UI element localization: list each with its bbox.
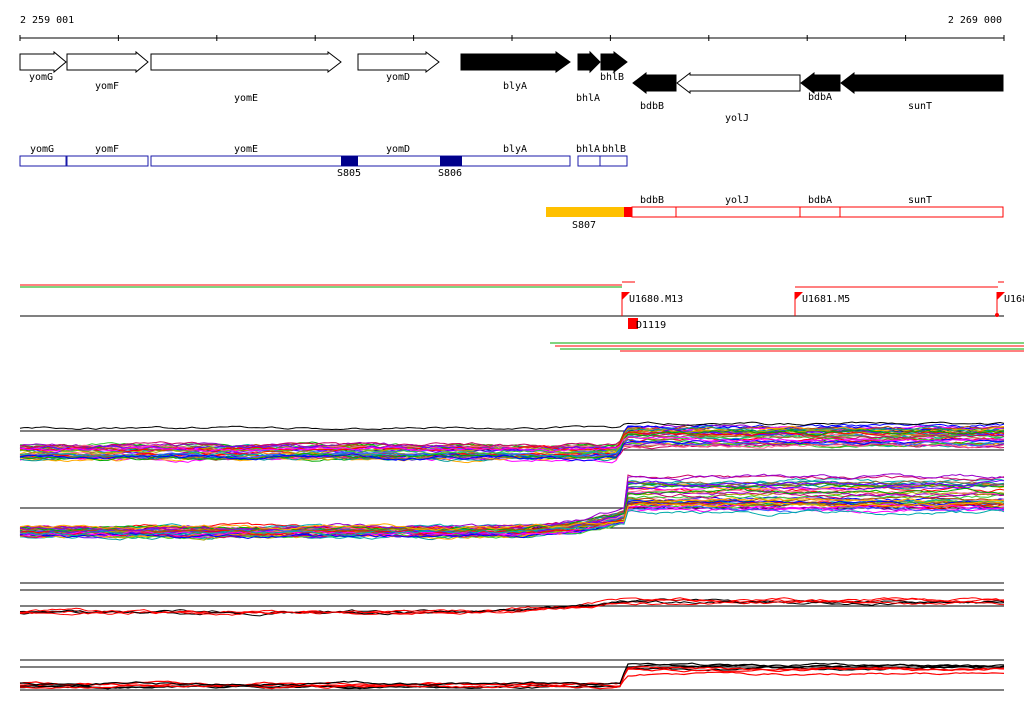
expression-profile-line xyxy=(19,438,1005,460)
ruler-start-coordinate: 2 259 001 xyxy=(20,15,74,26)
red-label-bdbB: bdbB xyxy=(640,195,664,206)
gene-label-bhlA: bhlA xyxy=(576,93,600,104)
gene-label-yomE: yomE xyxy=(234,93,258,104)
red-box-outline[interactable] xyxy=(631,206,1004,218)
expression-profile-line xyxy=(19,502,1005,537)
gene-arrow-sunT[interactable]: sunT xyxy=(840,71,1004,112)
gene-arrow-blyA[interactable]: blyA xyxy=(460,51,571,92)
expression-profile-line xyxy=(19,663,1005,690)
gene-arrow-yomF[interactable]: yomF xyxy=(66,50,149,92)
blue-label-bhlA: bhlA xyxy=(576,144,600,155)
marker-S807[interactable]: S807 xyxy=(546,207,632,231)
gene-arrow-yomD[interactable]: yomD xyxy=(357,50,440,83)
expression-profile-line xyxy=(19,421,1005,431)
expression-profile-line xyxy=(19,509,1005,537)
red-label-bdbA: bdbA xyxy=(808,195,832,206)
marker-D1119[interactable]: D1119 xyxy=(628,318,666,331)
expression-profile-track-1 xyxy=(19,421,1005,464)
gene-label-yomG: yomG xyxy=(29,72,53,83)
flag-U168[interactable]: U168 xyxy=(995,292,1024,317)
expression-profile-line xyxy=(19,438,1004,462)
gene-label-yomF: yomF xyxy=(95,81,119,92)
blue-label-yomF: yomF xyxy=(95,144,119,155)
gene-arrow-yomG[interactable]: yomG xyxy=(19,50,67,83)
expression-profile-line xyxy=(19,425,1005,464)
red-gene-track: S807 bdbB yolJ bdbA sunT xyxy=(546,195,1004,231)
gene-label-sunT: sunT xyxy=(908,101,932,112)
expression-profile-line xyxy=(19,501,1005,531)
red-label-yolJ: yolJ xyxy=(725,195,749,206)
blue-gene-track: yomG yomF yomE yomD blyA bhlA bhlB S805 … xyxy=(19,144,628,179)
expression-profile-line xyxy=(20,479,1005,536)
gene-label-bdbB: bdbB xyxy=(640,101,664,112)
flag-label-U1680-M13: U1680.M13 xyxy=(629,294,683,305)
expression-profile-line xyxy=(19,665,1005,690)
marker-S805[interactable]: S805 xyxy=(337,156,361,179)
gene-arrow-yolJ[interactable]: yolJ xyxy=(676,71,801,124)
blue-label-blyA: blyA xyxy=(503,144,527,155)
flag-U1680-M13[interactable]: U1680.M13 xyxy=(621,292,683,316)
expression-profile-line xyxy=(19,487,1005,532)
expression-profile-line xyxy=(19,600,1005,617)
expression-profile-line xyxy=(19,432,1005,449)
expression-profile-line xyxy=(19,671,1005,688)
expression-profile-line xyxy=(19,436,1005,453)
expression-profile-line xyxy=(19,600,1005,616)
ruler-ticks xyxy=(19,35,1005,41)
marker-S806[interactable]: S806 xyxy=(438,156,462,179)
gene-arrow-track: yomG yomF yomE yomD blyA bhlA bhlB bdbB xyxy=(19,50,1004,124)
marker-label-D1119: D1119 xyxy=(636,320,666,331)
gene-label-blyA: blyA xyxy=(503,81,527,92)
gene-arrow-bhlB[interactable]: bhlB xyxy=(600,50,628,83)
blue-box-yomE-to-blyA[interactable]: yomE yomD blyA xyxy=(150,144,571,167)
blue-box-yomF[interactable]: yomF xyxy=(66,144,149,167)
expression-profile-line xyxy=(19,473,1005,532)
flag-label-U168: U168 xyxy=(1004,294,1024,305)
gene-label-bhlB: bhlB xyxy=(600,72,624,83)
gene-arrow-bhlA[interactable]: bhlA xyxy=(576,50,601,104)
blue-label-bhlB: bhlB xyxy=(602,144,626,155)
expression-profile-line xyxy=(19,662,1005,687)
coordinate-ruler: 2 259 001 2 269 000 xyxy=(19,15,1005,41)
blue-label-yomD: yomD xyxy=(386,144,410,155)
blue-label-yomE: yomE xyxy=(234,144,258,155)
flag-label-U1681-M5: U1681.M5 xyxy=(802,294,850,305)
marker-label-S805: S805 xyxy=(337,168,361,179)
expression-profile-track-4 xyxy=(19,659,1005,691)
gene-label-yomD: yomD xyxy=(386,72,410,83)
blue-label-yomG: yomG xyxy=(30,144,54,155)
marker-label-S806: S806 xyxy=(438,168,462,179)
gene-arrow-bdbB[interactable]: bdbB xyxy=(632,71,677,112)
red-label-sunT: sunT xyxy=(908,195,932,206)
probe-flag-track: U1680.M13 U1681.M5 U168 D1119 xyxy=(20,281,1024,352)
ruler-end-coordinate: 2 269 000 xyxy=(948,15,1002,26)
gene-label-yolJ: yolJ xyxy=(725,113,749,124)
blue-box-bhlA-bhlB[interactable]: bhlA bhlB xyxy=(576,144,628,167)
gene-arrow-bdbA[interactable]: bdbA xyxy=(800,71,841,103)
gene-label-bdbA: bdbA xyxy=(808,92,832,103)
expression-profile-track-3 xyxy=(19,582,1005,617)
gene-arrow-yomE[interactable]: yomE xyxy=(150,50,342,104)
flag-U1681-M5[interactable]: U1681.M5 xyxy=(794,292,850,316)
marker-label-S807: S807 xyxy=(572,220,596,231)
blue-box-yomG[interactable]: yomG xyxy=(19,144,67,167)
expression-profile-track-2 xyxy=(19,473,1005,541)
